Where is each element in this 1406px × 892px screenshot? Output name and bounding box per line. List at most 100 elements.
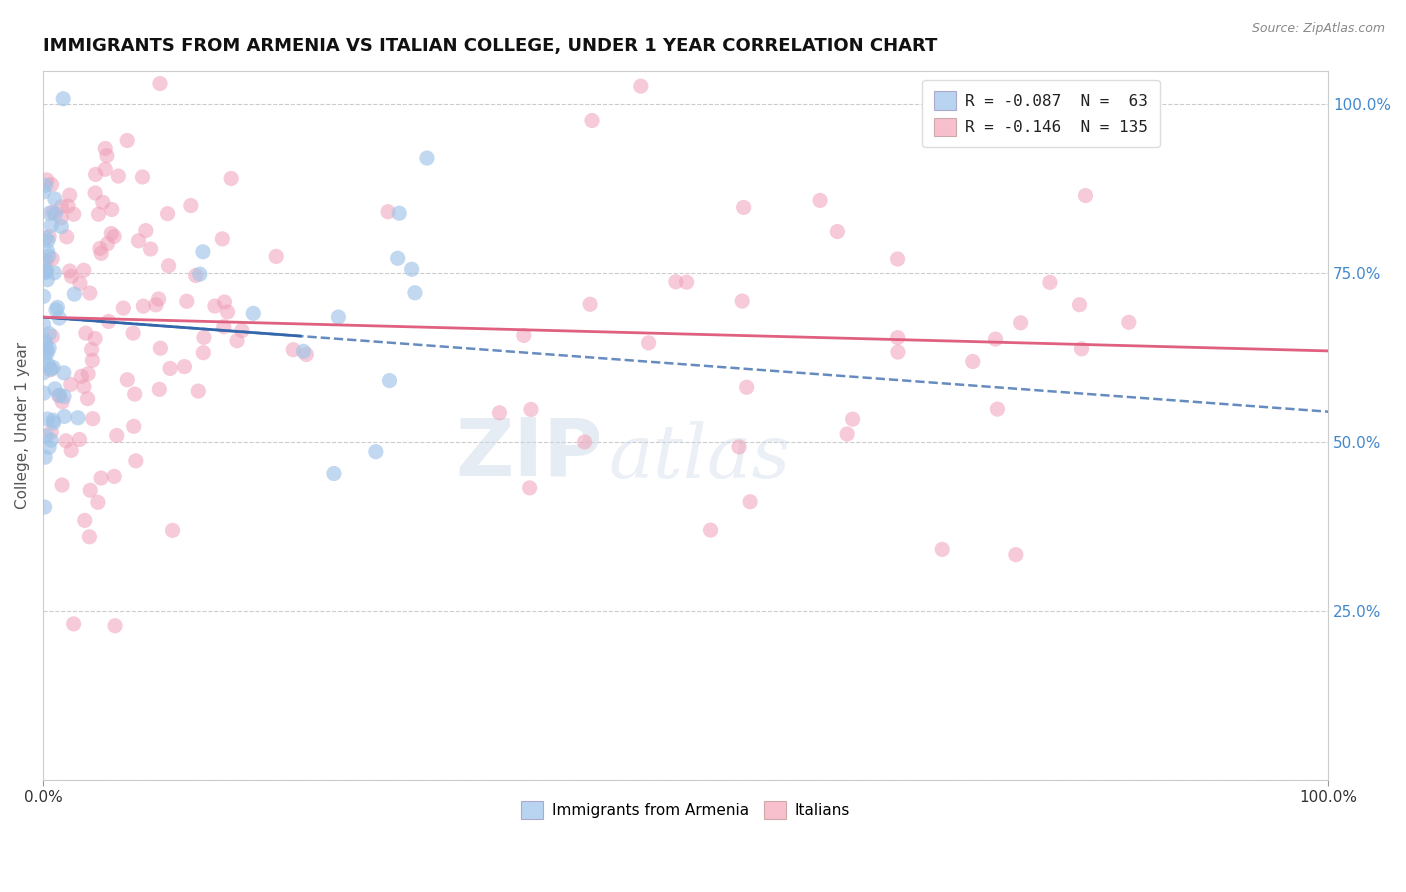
Point — [128, 234, 150, 248]
Point — [82, 411, 104, 425]
Point — [579, 297, 602, 311]
Point — [32, 386, 55, 401]
Point — [107, 169, 129, 183]
Point — [191, 244, 214, 259]
Point — [295, 347, 318, 361]
Point — [103, 229, 125, 244]
Point — [39, 425, 62, 439]
Point — [51, 394, 73, 409]
Point — [1039, 276, 1062, 290]
Point — [574, 434, 596, 449]
Point — [48, 311, 70, 326]
Point — [42, 360, 65, 375]
Point — [70, 369, 93, 384]
Point — [69, 433, 91, 447]
Point — [59, 188, 82, 202]
Point — [35, 173, 58, 187]
Point — [1074, 188, 1097, 202]
Point — [60, 443, 83, 458]
Point — [139, 242, 162, 256]
Point — [41, 329, 63, 343]
Point — [156, 207, 179, 221]
Point — [32, 265, 55, 279]
Point — [187, 384, 209, 398]
Point — [44, 207, 66, 221]
Point — [488, 406, 510, 420]
Point — [242, 306, 264, 320]
Point — [73, 513, 96, 527]
Point — [79, 285, 101, 300]
Point — [42, 416, 65, 430]
Point — [735, 380, 758, 394]
Point — [39, 433, 62, 447]
Point — [841, 412, 863, 426]
Point — [184, 268, 207, 283]
Point — [63, 287, 86, 301]
Point — [226, 334, 249, 348]
Point — [1005, 548, 1028, 562]
Point — [37, 244, 59, 258]
Point — [188, 267, 211, 281]
Point — [34, 231, 56, 245]
Point — [122, 326, 145, 340]
Point — [60, 269, 83, 284]
Point — [82, 353, 104, 368]
Point — [37, 358, 59, 372]
Point — [378, 374, 401, 388]
Point — [52, 389, 75, 403]
Point — [37, 412, 59, 426]
Point — [212, 319, 235, 334]
Point — [217, 305, 239, 319]
Point — [38, 341, 60, 355]
Text: Source: ZipAtlas.com: Source: ZipAtlas.com — [1251, 22, 1385, 36]
Point — [124, 387, 146, 401]
Point — [675, 275, 697, 289]
Point — [34, 450, 56, 465]
Point — [157, 259, 180, 273]
Point — [62, 616, 84, 631]
Point — [135, 224, 157, 238]
Point — [204, 299, 226, 313]
Point — [52, 366, 75, 380]
Point — [886, 252, 908, 266]
Point — [122, 419, 145, 434]
Point — [377, 204, 399, 219]
Point — [986, 402, 1008, 417]
Point — [125, 454, 148, 468]
Point — [149, 341, 172, 355]
Point — [94, 162, 117, 177]
Point — [35, 265, 58, 279]
Point — [388, 206, 411, 220]
Legend: Immigrants from Armenia, Italians: Immigrants from Armenia, Italians — [515, 796, 856, 825]
Text: IMMIGRANTS FROM ARMENIA VS ITALIAN COLLEGE, UNDER 1 YEAR CORRELATION CHART: IMMIGRANTS FROM ARMENIA VS ITALIAN COLLE… — [44, 37, 938, 55]
Text: ZIP: ZIP — [456, 415, 602, 492]
Point — [112, 301, 135, 315]
Point — [35, 264, 58, 278]
Point — [837, 427, 859, 442]
Point — [728, 440, 751, 454]
Point — [39, 362, 62, 376]
Point — [214, 295, 236, 310]
Point — [115, 133, 138, 147]
Point — [62, 207, 84, 221]
Point — [148, 292, 170, 306]
Point — [131, 169, 153, 184]
Y-axis label: College, Under 1 year: College, Under 1 year — [15, 342, 30, 508]
Point — [41, 205, 63, 219]
Point — [38, 326, 60, 341]
Point — [41, 178, 63, 192]
Point — [37, 346, 59, 360]
Point — [55, 230, 77, 244]
Point — [149, 77, 172, 91]
Point — [84, 168, 107, 182]
Point — [73, 263, 96, 277]
Point — [48, 388, 70, 402]
Point — [73, 379, 96, 393]
Point — [44, 382, 66, 396]
Point — [45, 303, 67, 318]
Point — [699, 523, 721, 537]
Point — [32, 255, 55, 269]
Point — [59, 264, 82, 278]
Point — [87, 495, 110, 509]
Point — [637, 335, 659, 350]
